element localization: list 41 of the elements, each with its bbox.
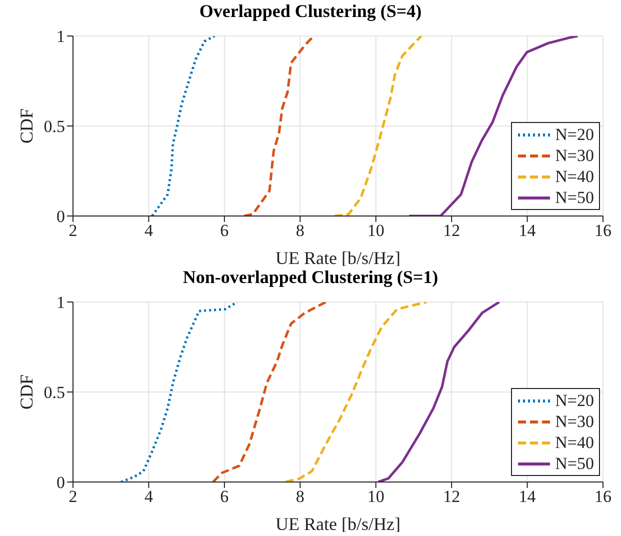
x-tick-label: 16 — [594, 221, 612, 240]
line-series — [242, 36, 316, 216]
y-tick-label: 0 — [56, 473, 65, 492]
x-tick-label: 8 — [296, 487, 304, 506]
legend-label: N=30 — [555, 145, 594, 166]
legend-label: N=40 — [555, 432, 594, 453]
x-tick-label: 10 — [367, 221, 384, 240]
line-series — [284, 302, 428, 482]
y-axis-title: CDF — [16, 108, 36, 144]
x-tick-label: 4 — [144, 221, 154, 240]
y-axis-title: CDF — [16, 374, 36, 410]
y-tick-label: 0.5 — [44, 117, 65, 136]
chart-title: Non-overlapped Clustering (S=1) — [182, 267, 438, 287]
line-series — [333, 36, 423, 216]
legend-label: N=20 — [555, 124, 594, 145]
x-tick-label: 6 — [220, 487, 229, 506]
x-tick-label: 12 — [443, 487, 460, 506]
legend-label: N=20 — [555, 390, 594, 411]
line-series — [150, 36, 216, 216]
legend-label: N=40 — [555, 166, 594, 187]
chart-title: Overlapped Clustering (S=4) — [199, 1, 422, 21]
x-tick-label: 10 — [367, 487, 384, 506]
line-series — [212, 302, 328, 482]
y-tick-label: 1 — [56, 27, 65, 46]
x-tick-label: 2 — [68, 221, 78, 240]
x-tick-label: 14 — [518, 221, 536, 240]
y-tick-label: 0.5 — [44, 383, 65, 402]
y-tick-label: 1 — [56, 293, 65, 312]
legend-label: N=30 — [555, 411, 594, 432]
x-tick-label: 12 — [443, 221, 460, 240]
legend-label: N=50 — [555, 453, 594, 474]
x-tick-label: 14 — [518, 487, 536, 506]
line-series — [376, 302, 501, 482]
x-tick-label: 4 — [144, 487, 154, 506]
legend-label: N=50 — [555, 187, 594, 208]
x-tick-label: 16 — [594, 487, 612, 506]
line-series — [120, 302, 239, 482]
x-tick-label: 6 — [220, 221, 229, 240]
y-tick-label: 0 — [56, 207, 65, 226]
x-tick-label: 2 — [68, 487, 78, 506]
x-tick-label: 8 — [296, 221, 304, 240]
